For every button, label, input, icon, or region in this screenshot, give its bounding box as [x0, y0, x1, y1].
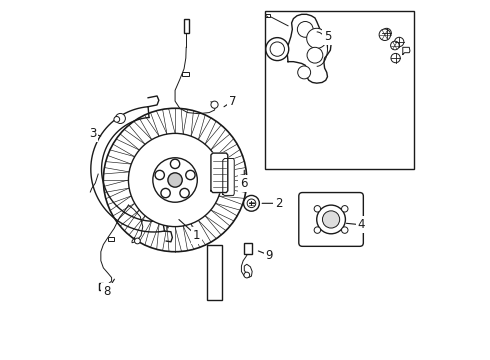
Circle shape	[244, 272, 250, 278]
Bar	[184, 19, 189, 33]
Bar	[207, 244, 221, 300]
Bar	[265, 14, 270, 17]
Text: 5: 5	[324, 30, 331, 43]
Text: 1: 1	[193, 229, 200, 242]
Circle shape	[171, 159, 180, 168]
Circle shape	[114, 117, 120, 122]
Bar	[108, 237, 115, 241]
Circle shape	[247, 199, 256, 208]
Bar	[265, 12, 414, 169]
Polygon shape	[223, 158, 234, 195]
Text: 8: 8	[103, 285, 111, 298]
Text: 4: 4	[358, 218, 366, 231]
Circle shape	[342, 206, 348, 212]
Circle shape	[211, 101, 218, 108]
Circle shape	[307, 47, 323, 63]
Circle shape	[382, 28, 392, 38]
Circle shape	[168, 173, 182, 187]
Circle shape	[186, 170, 195, 180]
Polygon shape	[211, 153, 228, 193]
Circle shape	[297, 22, 313, 37]
Bar	[244, 243, 252, 253]
Polygon shape	[403, 47, 410, 54]
Circle shape	[391, 41, 399, 50]
Circle shape	[314, 227, 320, 233]
Circle shape	[266, 38, 289, 60]
Text: 2: 2	[275, 197, 283, 210]
Circle shape	[153, 158, 197, 202]
Bar	[182, 72, 190, 76]
Circle shape	[322, 211, 340, 228]
Text: 7: 7	[229, 95, 236, 108]
Circle shape	[394, 37, 404, 46]
Circle shape	[307, 28, 327, 48]
Circle shape	[342, 227, 348, 233]
Circle shape	[128, 134, 221, 226]
Circle shape	[317, 205, 345, 234]
Circle shape	[314, 206, 320, 212]
Text: 9: 9	[266, 249, 273, 262]
Circle shape	[270, 42, 285, 56]
Circle shape	[103, 108, 247, 252]
Circle shape	[161, 188, 170, 198]
Circle shape	[115, 113, 125, 123]
Circle shape	[135, 238, 140, 244]
FancyBboxPatch shape	[299, 193, 364, 246]
Circle shape	[298, 66, 311, 79]
Circle shape	[391, 53, 400, 63]
Text: 3: 3	[89, 127, 96, 140]
Polygon shape	[287, 14, 331, 83]
Text: 6: 6	[241, 177, 248, 190]
Bar	[99, 283, 103, 290]
Circle shape	[379, 29, 391, 41]
Circle shape	[155, 170, 164, 180]
Circle shape	[244, 195, 259, 211]
Circle shape	[180, 188, 189, 198]
